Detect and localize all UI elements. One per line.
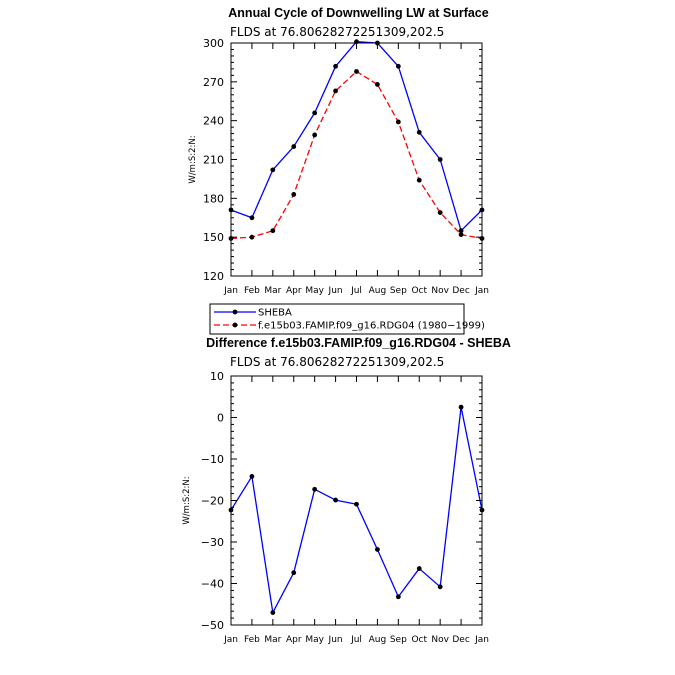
x-tick-label: Sep [390,286,407,296]
x-tick-label: Jul [350,286,362,296]
x-tick-label: Jul [350,635,362,645]
data-point [312,486,318,492]
y-tick-label: 0 [217,412,224,425]
data-point [354,69,359,74]
data-point [312,110,318,116]
legend-label-1: f.e15b03.FAMIP.f09_g16.RDG04 (1980−1999) [258,321,485,332]
x-tick-label: Jan [223,635,238,645]
y-tick-label: 270 [203,76,224,89]
y-tick-label: 150 [203,231,224,244]
y-axis-label: W/m:S:2:N: [188,135,198,183]
x-tick-label: Mar [264,635,281,645]
y-tick-label: 120 [203,270,224,283]
data-point [416,129,422,135]
data-point [395,119,401,125]
x-tick-label: Jun [328,286,343,296]
data-point [312,132,318,138]
x-tick-label: Sep [390,635,407,645]
data-point [437,210,443,215]
x-tick-label: Jun [328,635,343,645]
data-point [395,594,401,600]
legend-marker [232,309,238,315]
data-point [270,610,276,615]
x-tick-label: Oct [411,286,427,296]
plot-frame [230,42,483,277]
data-point [416,566,422,571]
legend-marker [232,322,238,328]
y-tick-label: 300 [203,37,224,50]
x-tick-label: Nov [431,635,449,645]
legend-label-0: SHEBA [258,308,292,319]
chart-title: Difference f.e15b03.FAMIP.f09_g16.RDG04 … [206,336,511,350]
data-point [437,584,443,590]
data-point [395,63,401,69]
y-tick-label: 210 [203,154,224,167]
data-point [291,192,297,197]
chart-subtitle: FLDS at 76.80628272251309,202.5 [230,25,444,39]
data-point [333,497,338,503]
x-tick-label: Oct [411,635,427,645]
bottom-chart: Difference f.e15b03.FAMIP.f09_g16.RDG04 … [182,336,511,645]
data-point [270,228,276,234]
y-tick-label: −20 [201,495,224,508]
data-point [333,63,338,69]
y-tick-label: 240 [203,115,224,128]
x-tick-label: Jan [474,635,489,645]
x-tick-label: May [305,286,324,296]
chart-subtitle: FLDS at 76.80628272251309,202.5 [230,355,444,369]
data-point [458,404,464,410]
x-tick-label: Feb [244,635,260,645]
series-line-0 [230,406,483,614]
data-point [249,234,255,240]
x-tick-label: May [305,635,324,645]
x-tick-label: Jan [223,286,238,296]
x-tick-label: Mar [264,286,281,296]
data-point [458,232,464,237]
data-point [291,570,297,576]
legend-box [209,303,465,335]
x-tick-label: Apr [286,635,302,645]
y-tick-label: −40 [201,578,224,591]
data-point [291,144,297,149]
chart-title: Annual Cycle of Downwelling LW at Surfac… [228,6,488,20]
y-axis-label: W/m:S:2:N: [182,476,192,524]
y-tick-label: −30 [201,536,224,549]
data-point [458,228,464,234]
data-point [375,547,380,552]
x-tick-label: Feb [244,286,260,296]
x-tick-label: Dec [452,635,469,645]
x-tick-label: Apr [286,286,302,296]
x-tick-label: Aug [369,635,387,645]
y-tick-label: −50 [201,619,224,632]
y-tick-label: 10 [210,370,224,383]
data-point [333,88,338,94]
x-tick-label: Dec [452,286,469,296]
y-tick-label: −10 [201,453,224,466]
data-point [437,157,443,162]
data-point [249,215,255,221]
data-point [354,501,359,507]
data-point [249,474,255,479]
top-chart: Annual Cycle of Downwelling LW at Surfac… [188,6,489,335]
data-point [375,82,380,87]
x-tick-label: Aug [369,286,387,296]
x-tick-label: Jan [474,286,489,296]
x-tick-label: Nov [431,286,449,296]
series-line-1 [230,70,483,240]
y-tick-label: 180 [203,192,224,205]
data-point [416,177,422,183]
data-point [270,167,276,173]
